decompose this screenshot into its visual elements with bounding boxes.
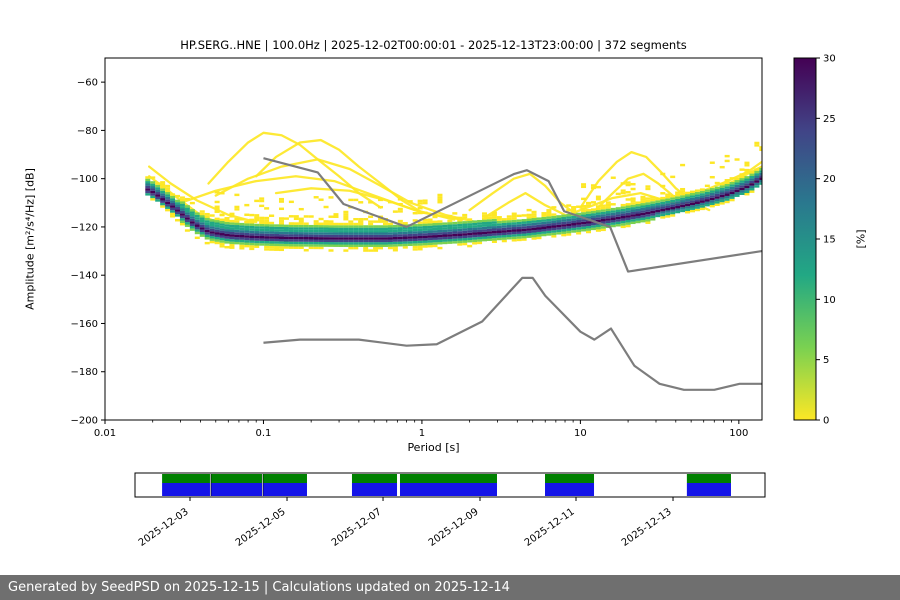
- availability-date-label: 2025-12-13: [620, 506, 674, 548]
- availability-bar: 2025-12-03 2025-12-05 2025-12-07 2025-12-09…: [134, 472, 766, 549]
- plot-title: HP.SERG..HNE | 100.0Hz | 2025-12-02T00:0…: [180, 38, 687, 52]
- svg-text:15: 15: [823, 235, 836, 246]
- x-axis-label: Period [s]: [407, 441, 460, 454]
- svg-text:5: 5: [823, 355, 829, 366]
- svg-text:−200: −200: [71, 416, 98, 427]
- svg-text:−100: −100: [71, 174, 98, 185]
- svg-text:0.01: 0.01: [94, 428, 116, 439]
- ppsd-figure: 0.01 0.1 1 10 100−60−80−100−120−140−160−180−…: [71, 54, 836, 549]
- ppsd-histogram: [145, 131, 762, 252]
- svg-text:−80: −80: [77, 126, 98, 137]
- footer-text: Generated by SeedPSD on 2025-12-15 | Cal…: [8, 580, 510, 595]
- svg-text:−140: −140: [71, 271, 98, 282]
- footer-bar: Generated by SeedPSD on 2025-12-15 | Cal…: [0, 575, 900, 600]
- svg-text:−180: −180: [71, 367, 98, 378]
- svg-text:−120: −120: [71, 222, 98, 233]
- svg-text:10: 10: [574, 428, 587, 439]
- svg-text:0.1: 0.1: [256, 428, 272, 439]
- availability-date-label: 2025-12-09: [427, 506, 481, 548]
- availability-date-label: 2025-12-11: [523, 506, 577, 548]
- availability-date-label: 2025-12-03: [137, 506, 191, 548]
- availability-date-label: 2025-12-07: [330, 506, 384, 548]
- availability-date-label: 2025-12-05: [234, 506, 288, 548]
- main-axes: 0.01 0.1 1 10 100 −60 −80 −100 −120 −140 −160 −180 −…: [71, 57, 763, 439]
- colorbar: 0 5 10 15 20 25 30: [793, 54, 836, 427]
- svg-text:20: 20: [823, 174, 836, 185]
- svg-text:10: 10: [823, 295, 836, 306]
- svg-text:−60: −60: [77, 78, 98, 89]
- svg-text:−160: −160: [71, 319, 98, 330]
- svg-text:1: 1: [419, 428, 425, 439]
- svg-text:100: 100: [729, 428, 748, 439]
- svg-text:25: 25: [823, 114, 836, 125]
- svg-text:0: 0: [823, 416, 829, 427]
- svg-text:30: 30: [823, 54, 836, 65]
- noise-model-lines: [263, 157, 762, 391]
